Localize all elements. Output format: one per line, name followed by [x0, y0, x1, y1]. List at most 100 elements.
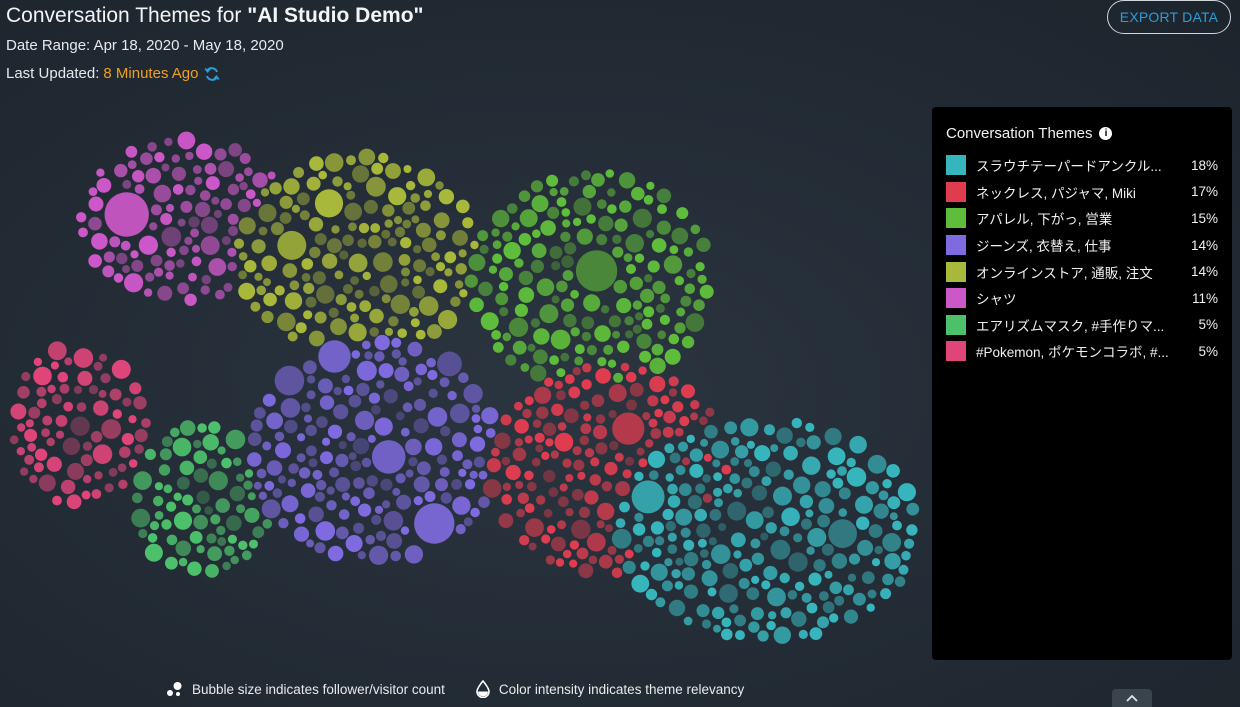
bubble[interactable] — [339, 250, 349, 260]
bubble[interactable] — [522, 408, 532, 419]
bubble[interactable] — [281, 495, 299, 513]
bubble[interactable] — [327, 545, 344, 562]
bubble[interactable] — [444, 268, 453, 277]
bubble[interactable] — [657, 330, 667, 340]
bubble[interactable] — [524, 503, 535, 513]
bubble[interactable] — [452, 496, 471, 515]
bubble[interactable] — [308, 458, 318, 468]
bubble[interactable] — [269, 182, 282, 195]
bubble[interactable] — [897, 483, 917, 502]
bubble[interactable] — [829, 581, 843, 595]
bubble[interactable] — [519, 535, 530, 546]
bubble[interactable] — [277, 230, 307, 260]
bubble[interactable] — [702, 474, 711, 483]
bubble[interactable] — [10, 403, 27, 420]
bubble[interactable] — [125, 145, 138, 158]
bubble[interactable] — [262, 519, 273, 529]
bubble[interactable] — [413, 496, 423, 506]
bubble[interactable] — [669, 245, 679, 255]
bubble[interactable] — [279, 195, 293, 209]
bubble[interactable] — [617, 340, 630, 353]
bubble[interactable] — [427, 407, 448, 427]
bubble[interactable] — [50, 361, 60, 370]
legend-item[interactable]: アパレル, 下がっ, 営業 15% — [946, 205, 1218, 232]
bubble[interactable] — [824, 570, 833, 579]
bubble[interactable] — [341, 374, 351, 384]
bubble[interactable] — [681, 335, 695, 349]
bubble[interactable] — [165, 556, 178, 570]
bubble[interactable] — [861, 571, 875, 584]
bubble[interactable] — [217, 537, 227, 546]
bubble[interactable] — [247, 452, 262, 467]
bubble[interactable] — [132, 170, 145, 183]
bubble[interactable] — [408, 457, 418, 467]
bubble[interactable] — [641, 318, 653, 330]
bubble[interactable] — [358, 148, 376, 166]
bubble[interactable] — [605, 169, 615, 178]
bubble[interactable] — [620, 362, 630, 372]
bubble[interactable] — [491, 228, 500, 237]
bubble[interactable] — [799, 494, 814, 509]
bubble[interactable] — [67, 462, 84, 480]
bubble[interactable] — [338, 509, 350, 520]
bubble[interactable] — [425, 267, 435, 277]
bubble[interactable] — [413, 245, 422, 254]
bubble[interactable] — [550, 450, 559, 459]
bubble[interactable] — [401, 267, 410, 277]
bubble[interactable] — [701, 570, 718, 587]
legend-item[interactable]: シャツ 11% — [946, 285, 1218, 312]
bubble[interactable] — [17, 386, 30, 399]
bubble[interactable] — [704, 424, 718, 439]
bubble[interactable] — [558, 496, 569, 508]
bubble[interactable] — [402, 219, 412, 229]
bubble[interactable] — [161, 163, 170, 172]
bubble[interactable] — [646, 230, 655, 239]
bubble[interactable] — [748, 621, 760, 633]
bubble[interactable] — [261, 499, 281, 519]
bubble[interactable] — [541, 451, 550, 460]
bubble[interactable] — [564, 242, 577, 255]
bubble[interactable] — [581, 316, 595, 330]
bubble[interactable] — [141, 418, 151, 428]
bubble[interactable] — [664, 443, 675, 454]
bubble[interactable] — [580, 400, 590, 410]
bubble[interactable] — [439, 467, 450, 477]
bubble[interactable] — [867, 589, 877, 599]
bubble[interactable] — [193, 514, 208, 530]
bubble[interactable] — [462, 459, 473, 470]
bubble[interactable] — [794, 581, 805, 591]
bubble[interactable] — [214, 148, 227, 161]
bubble[interactable] — [469, 297, 484, 313]
bubble[interactable] — [838, 508, 848, 517]
bubble[interactable] — [374, 417, 393, 436]
bubble[interactable] — [569, 540, 580, 550]
bubble[interactable] — [576, 228, 593, 245]
bubble[interactable] — [33, 462, 44, 473]
bubble[interactable] — [284, 419, 298, 434]
bubble[interactable] — [380, 275, 398, 293]
bubble[interactable] — [494, 432, 511, 449]
bubble[interactable] — [729, 473, 741, 485]
bubble[interactable] — [88, 254, 102, 268]
bubble[interactable] — [574, 356, 584, 366]
bubble[interactable] — [515, 481, 524, 489]
bubble[interactable] — [200, 285, 210, 295]
bubble[interactable] — [202, 434, 219, 451]
bubble[interactable] — [221, 236, 231, 245]
bubble[interactable] — [534, 386, 552, 404]
bubble[interactable] — [405, 438, 422, 456]
bubble[interactable] — [807, 528, 827, 547]
bubble[interactable] — [369, 285, 380, 297]
bubble[interactable] — [363, 199, 378, 214]
bubble[interactable] — [154, 482, 163, 491]
bubble[interactable] — [551, 261, 561, 271]
bubble[interactable] — [525, 518, 544, 537]
bubble[interactable] — [47, 341, 67, 361]
bubble[interactable] — [392, 487, 401, 496]
bubble[interactable] — [770, 444, 779, 453]
bubble[interactable] — [435, 230, 446, 241]
bubble[interactable] — [604, 524, 613, 533]
bubble[interactable] — [405, 469, 414, 478]
bubble[interactable] — [535, 444, 544, 453]
bubble[interactable] — [671, 227, 689, 245]
